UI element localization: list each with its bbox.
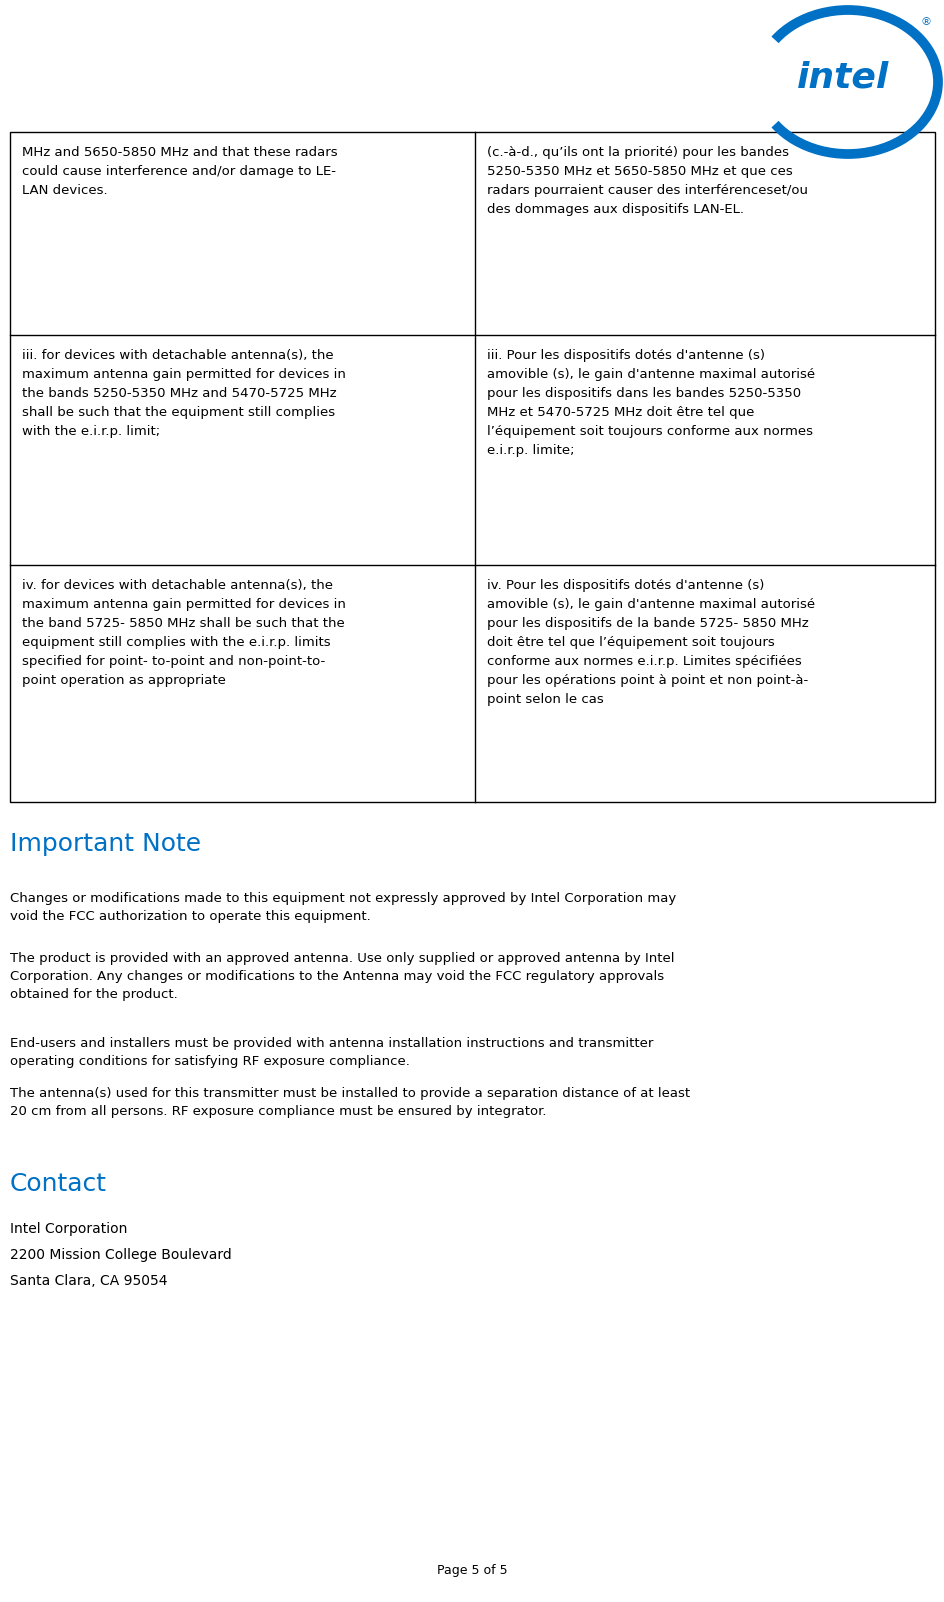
Bar <box>10 131 934 803</box>
Text: Important Note: Important Note <box>10 831 201 855</box>
Text: The antenna(s) used for this transmitter must be installed to provide a separati: The antenna(s) used for this transmitter… <box>10 1088 689 1118</box>
Text: ®: ® <box>919 18 931 27</box>
Text: 2200 Mission College Boulevard: 2200 Mission College Boulevard <box>10 1248 231 1262</box>
Text: intel: intel <box>796 59 888 95</box>
Text: Page 5 of 5: Page 5 of 5 <box>437 1564 507 1576</box>
Text: Changes or modifications made to this equipment not expressly approved by Intel : Changes or modifications made to this eq… <box>10 892 676 923</box>
Text: End-users and installers must be provided with antenna installation instructions: End-users and installers must be provide… <box>10 1036 652 1069</box>
Text: iv. for devices with detachable antenna(s), the
maximum antenna gain permitted f: iv. for devices with detachable antenna(… <box>22 578 346 687</box>
Text: MHz and 5650-5850 MHz and that these radars
could cause interference and/or dama: MHz and 5650-5850 MHz and that these rad… <box>22 146 337 197</box>
Text: Intel Corporation: Intel Corporation <box>10 1222 127 1237</box>
Text: The product is provided with an approved antenna. Use only supplied or approved : The product is provided with an approved… <box>10 952 674 1001</box>
Text: iii. for devices with detachable antenna(s), the
maximum antenna gain permitted : iii. for devices with detachable antenna… <box>22 349 346 437</box>
Text: iii. Pour les dispositifs dotés d'antenne (s)
amovible (s), le gain d'antenne ma: iii. Pour les dispositifs dotés d'antenn… <box>486 349 815 457</box>
Text: iv. Pour les dispositifs dotés d'antenne (s)
amovible (s), le gain d'antenne max: iv. Pour les dispositifs dotés d'antenne… <box>486 578 815 706</box>
Text: Santa Clara, CA 95054: Santa Clara, CA 95054 <box>10 1274 167 1288</box>
Text: Contact: Contact <box>10 1173 107 1197</box>
Text: (c.-à-d., qu’ils ont la priorité) pour les bandes
5250-5350 MHz et 5650-5850 MHz: (c.-à-d., qu’ils ont la priorité) pour l… <box>486 146 807 216</box>
